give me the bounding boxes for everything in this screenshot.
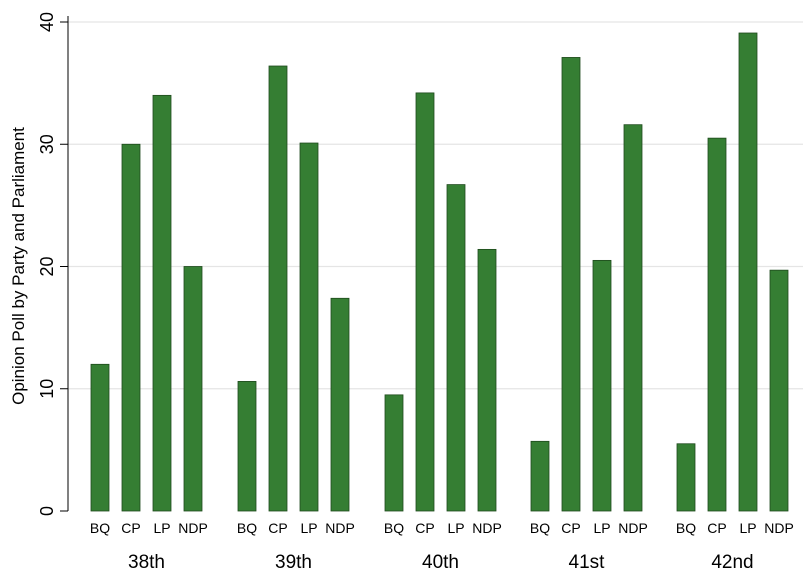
bar-38th-CP <box>121 143 141 512</box>
category-label: CP <box>268 520 287 536</box>
bar-41st-LP <box>592 259 612 512</box>
bar-41st-BQ <box>530 440 550 512</box>
y-tick-label: 10 <box>37 379 57 399</box>
category-label: CP <box>707 520 726 536</box>
category-label: NDP <box>618 520 648 536</box>
group-label: 38th <box>128 552 165 573</box>
y-tick-label: 30 <box>37 134 57 154</box>
group-label: 41st <box>569 552 606 573</box>
category-label: BQ <box>384 520 404 536</box>
category-label: BQ <box>530 520 550 536</box>
category-label: NDP <box>472 520 502 536</box>
y-axis: 0 10 20 30 40 <box>37 12 69 516</box>
category-label: BQ <box>90 520 110 536</box>
y-tick-label: 40 <box>37 12 57 32</box>
category-label: LP <box>300 520 317 536</box>
category-label: NDP <box>325 520 355 536</box>
category-label: NDP <box>178 520 208 536</box>
y-tick-label: 20 <box>37 256 57 276</box>
category-label: LP <box>593 520 610 536</box>
bar-42nd-LP <box>738 32 758 512</box>
x-axis-labels: BQ CP LP NDP 38th BQ CP LP NDP 39th BQ CP LP NDP 40th B… <box>90 520 794 573</box>
category-label: BQ <box>676 520 696 536</box>
bar-40th-CP <box>415 92 435 512</box>
bars <box>90 32 789 512</box>
bar-38th-BQ <box>90 363 110 512</box>
group-label: 40th <box>422 552 459 573</box>
category-label: CP <box>415 520 434 536</box>
bar-39th-BQ <box>237 381 257 512</box>
category-label: LP <box>153 520 170 536</box>
category-label: LP <box>739 520 756 536</box>
y-axis-title: Opinion Poll by Party and Parliament <box>9 127 28 405</box>
category-label: NDP <box>764 520 794 536</box>
bar-41st-CP <box>561 57 581 512</box>
bar-40th-NDP <box>477 248 497 512</box>
bar-42nd-NDP <box>769 269 789 512</box>
category-label: BQ <box>237 520 257 536</box>
y-tick-label: 0 <box>37 506 57 516</box>
bar-42nd-BQ <box>676 443 696 512</box>
category-label: LP <box>447 520 464 536</box>
bar-38th-NDP <box>183 266 203 512</box>
category-label: CP <box>561 520 580 536</box>
bar-41st-NDP <box>623 124 643 512</box>
group-label: 42nd <box>711 552 753 573</box>
bar-42nd-CP <box>707 137 727 512</box>
bar-39th-CP <box>268 65 288 512</box>
bar-38th-LP <box>152 94 172 512</box>
bar-39th-LP <box>299 142 319 512</box>
category-label: CP <box>121 520 140 536</box>
bar-40th-LP <box>446 184 466 512</box>
bar-39th-NDP <box>330 297 350 512</box>
group-label: 39th <box>275 552 312 573</box>
gridlines <box>68 21 803 390</box>
bar-40th-BQ <box>384 394 404 512</box>
